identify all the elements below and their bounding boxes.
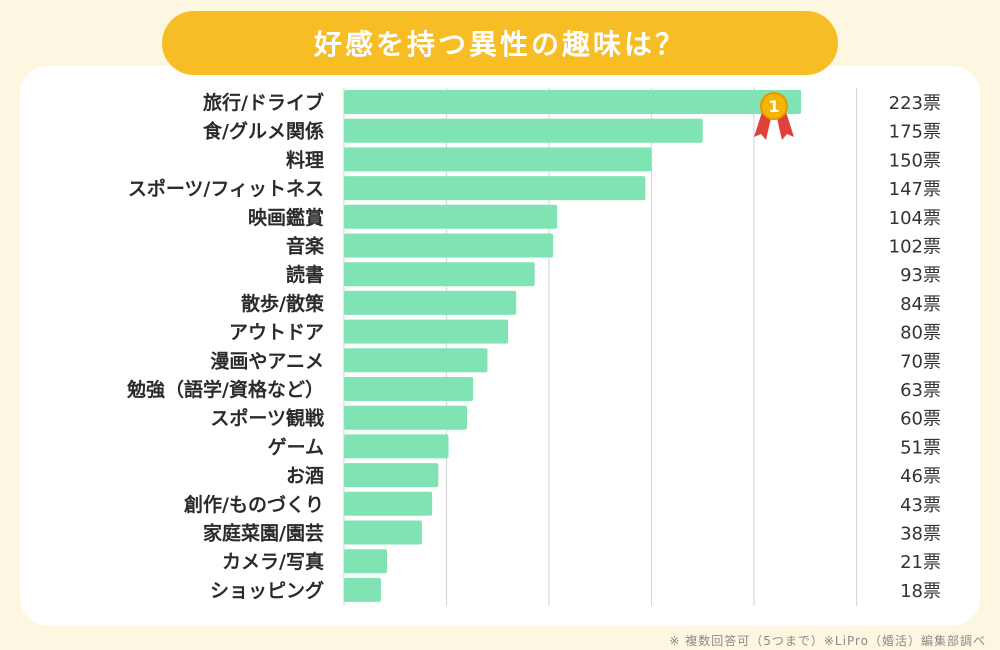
chart-title: 好感を持つ異性の趣味は？ bbox=[162, 11, 838, 75]
bar bbox=[344, 118, 703, 143]
category-label: 読書 bbox=[286, 263, 324, 286]
bar bbox=[344, 233, 554, 258]
value-label: 70票 bbox=[900, 351, 941, 372]
medal-icon bbox=[760, 92, 788, 120]
value-label: 104票 bbox=[889, 208, 941, 229]
value-label: 51票 bbox=[900, 437, 941, 458]
value-label: 60票 bbox=[900, 409, 941, 430]
bar bbox=[344, 319, 508, 344]
category-label: お酒 bbox=[286, 465, 324, 487]
value-label: 102票 bbox=[889, 237, 941, 258]
value-label: 43票 bbox=[900, 495, 941, 516]
bar bbox=[344, 377, 474, 401]
footnote: ※ 複数回答可（5つまで）※LiPro（婚活）編集部調べ bbox=[669, 634, 986, 648]
category-label: 創作/ものづくり bbox=[184, 493, 324, 516]
value-label: 46票 bbox=[900, 466, 941, 487]
value-label: 80票 bbox=[900, 323, 941, 344]
bar bbox=[344, 520, 422, 545]
category-label: ゲーム bbox=[268, 436, 324, 458]
category-label: 家庭菜園/園芸 bbox=[203, 522, 324, 545]
category-label: 音楽 bbox=[286, 235, 325, 258]
bar bbox=[344, 549, 388, 574]
value-label: 223票 bbox=[889, 93, 941, 114]
ribbon-left bbox=[754, 112, 772, 140]
bar bbox=[344, 290, 517, 315]
category-label: 食/グルメ関係 bbox=[203, 120, 324, 143]
value-label: 38票 bbox=[900, 524, 941, 545]
bar bbox=[344, 491, 433, 516]
medal-rank-text: 1 bbox=[768, 97, 779, 116]
category-label: 漫画やアニメ bbox=[210, 350, 324, 372]
value-label: 84票 bbox=[900, 294, 941, 315]
category-label: 料理 bbox=[286, 148, 324, 171]
category-label: スポーツ/フィットネス bbox=[128, 177, 324, 200]
bar bbox=[344, 204, 558, 229]
value-label: 175票 bbox=[889, 122, 941, 143]
category-label: ショッピング bbox=[210, 579, 324, 602]
bar bbox=[344, 147, 652, 172]
bar bbox=[344, 463, 439, 488]
value-label: 21票 bbox=[900, 552, 941, 573]
bar bbox=[344, 577, 381, 602]
category-label: 旅行/ドライブ bbox=[203, 91, 324, 114]
value-label: 18票 bbox=[900, 581, 941, 602]
value-label: 63票 bbox=[900, 380, 941, 401]
category-label: カメラ/写真 bbox=[222, 550, 324, 573]
ribbon-right bbox=[776, 112, 794, 140]
bar bbox=[344, 176, 646, 201]
category-label: 散歩/散策 bbox=[241, 292, 325, 315]
bar bbox=[344, 405, 467, 430]
value-label: 150票 bbox=[889, 150, 941, 171]
value-label: 147票 bbox=[889, 179, 941, 200]
bar bbox=[344, 90, 802, 114]
category-label: 映画鑑賞 bbox=[248, 206, 324, 229]
bar bbox=[344, 348, 488, 373]
category-label: アウトドア bbox=[229, 322, 324, 344]
category-label: スポーツ観戦 bbox=[210, 407, 324, 430]
bar bbox=[344, 434, 449, 459]
value-label: 93票 bbox=[900, 265, 941, 286]
category-label: 勉強（語学/資格など） bbox=[126, 378, 324, 401]
bar bbox=[344, 262, 535, 287]
